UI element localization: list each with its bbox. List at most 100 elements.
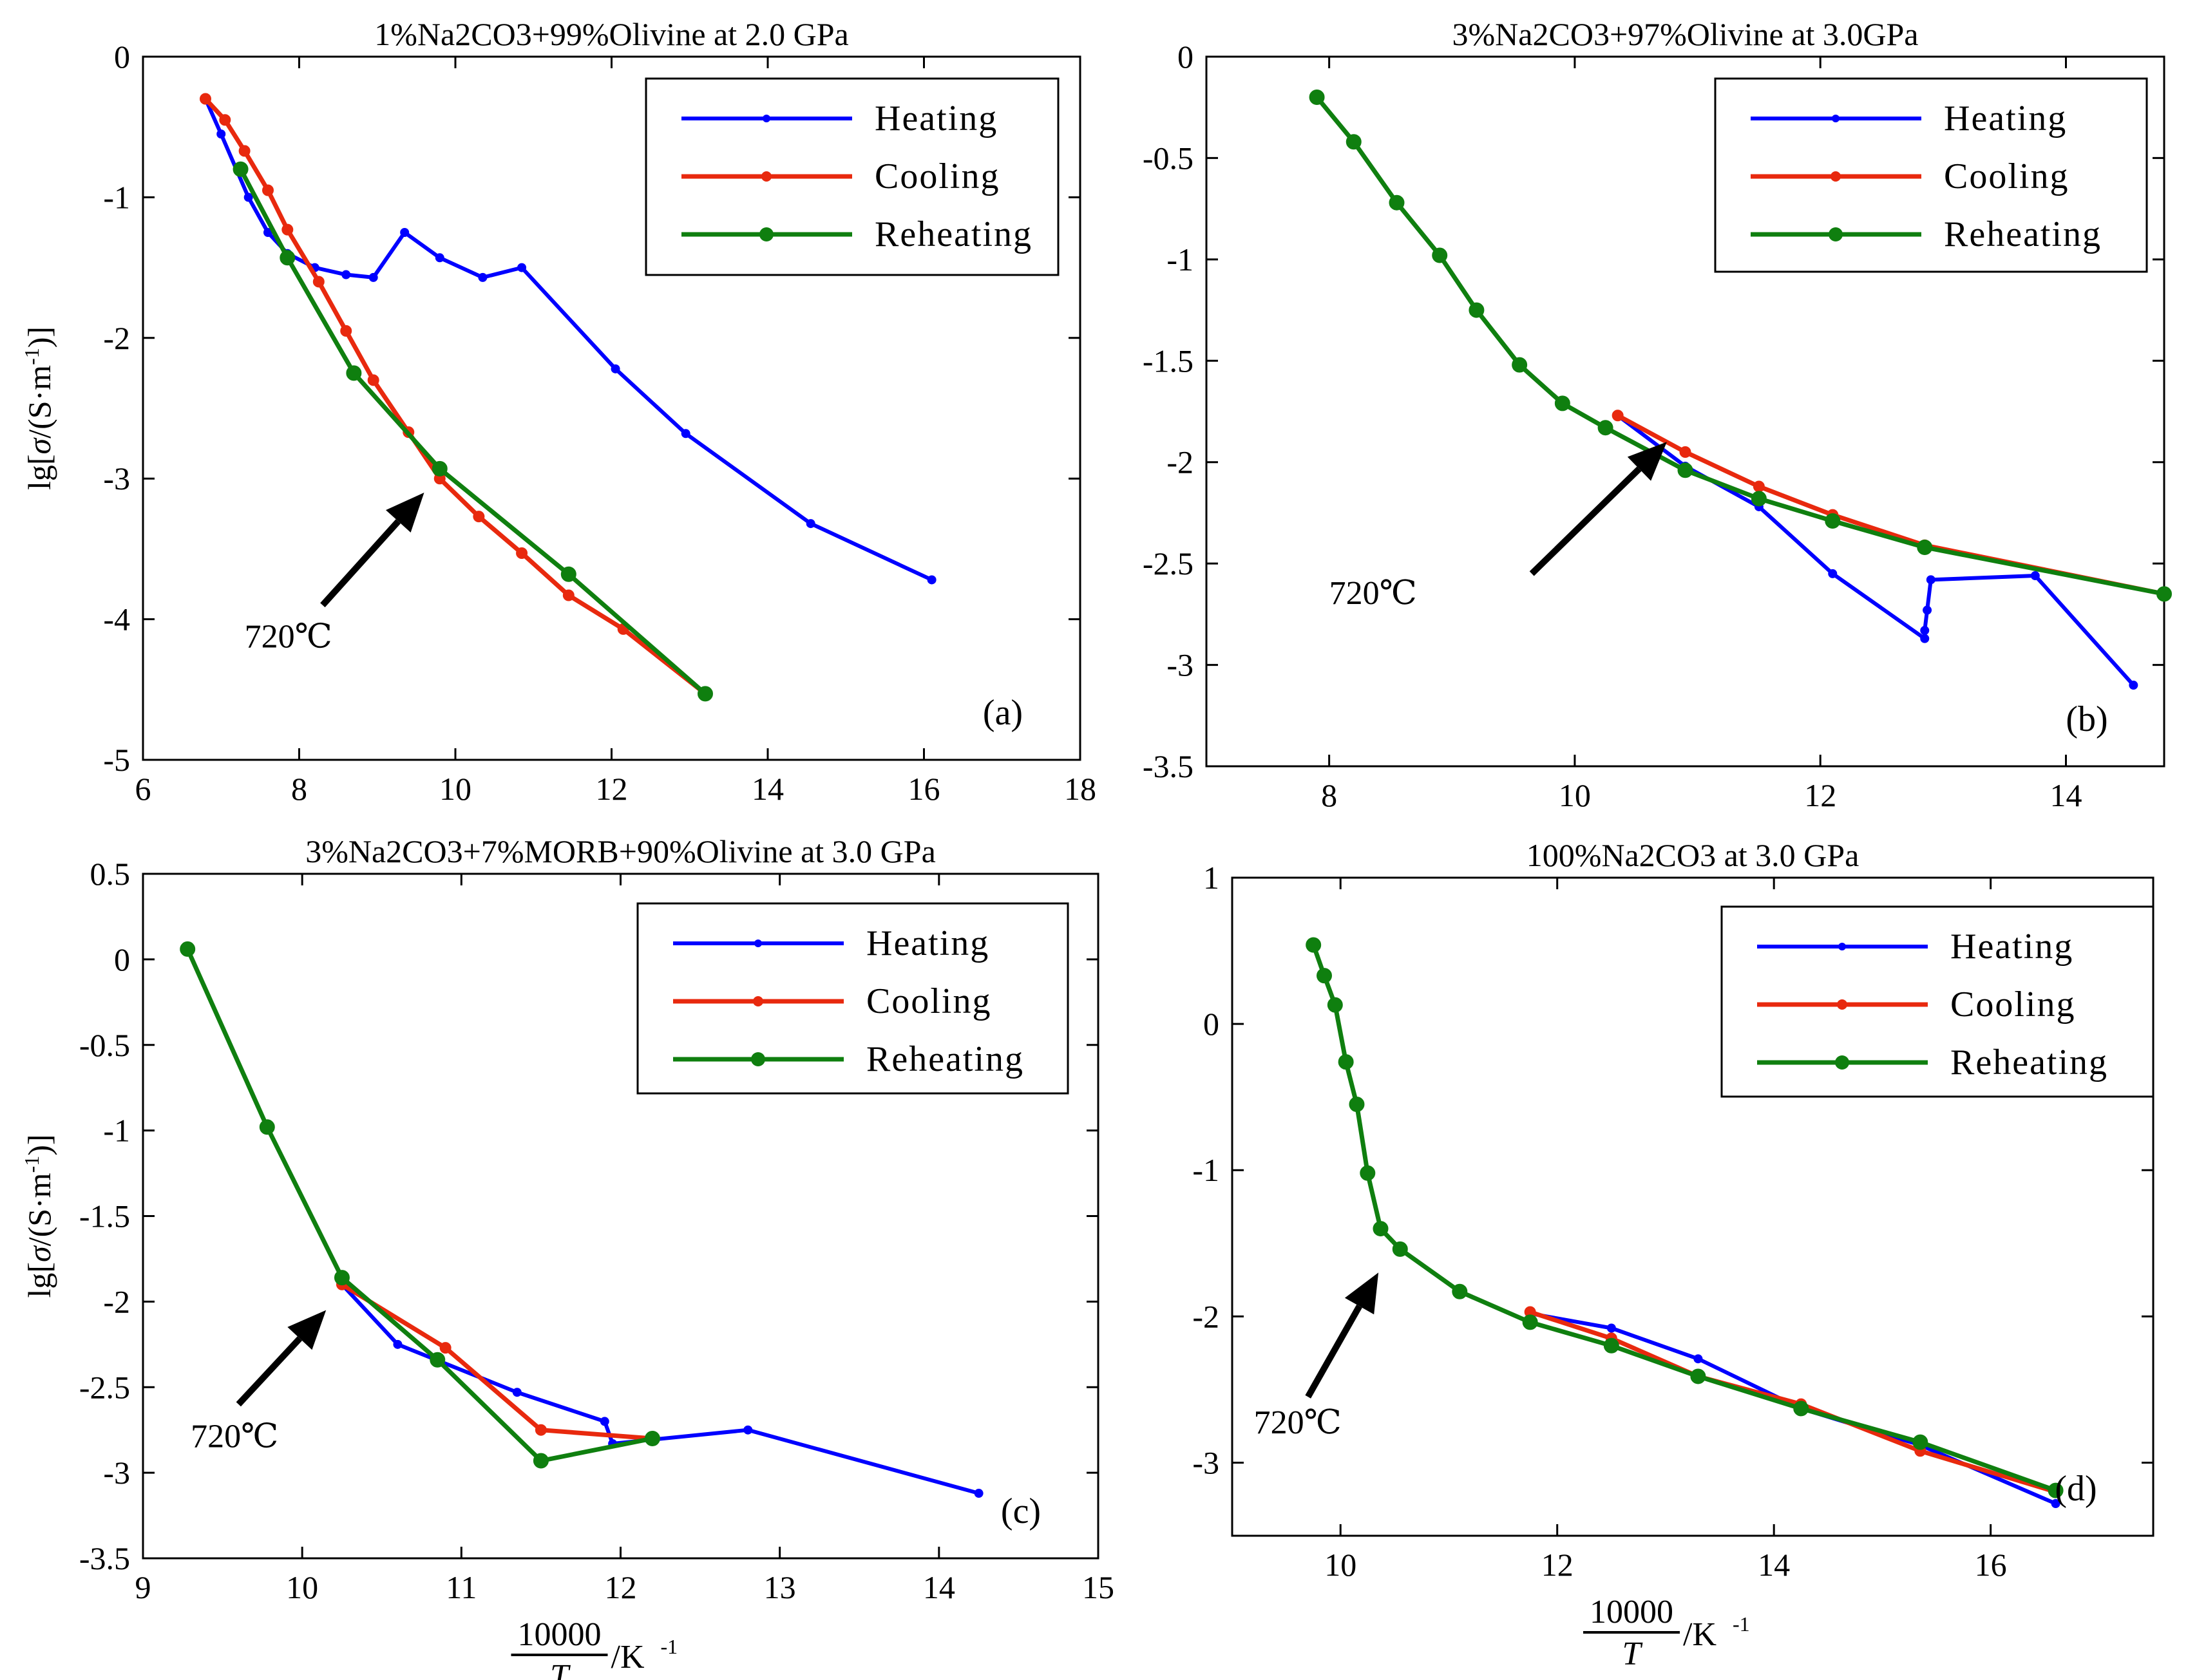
ylabel-sigma: σ	[21, 437, 57, 455]
data-point-reheating	[1452, 1283, 1468, 1299]
data-point-reheating	[560, 566, 576, 582]
legend-marker-reheating	[759, 227, 774, 241]
legend: Heating Cooling Reheating	[1720, 905, 2154, 1098]
legend-marker-reheating	[1835, 1055, 1849, 1070]
data-point-reheating	[1392, 1241, 1408, 1257]
x-tick-label: 14	[923, 1569, 955, 1605]
y-tick-label: -2.5	[79, 1369, 130, 1405]
x-axis-label: 10000 T/K -1	[1583, 1594, 1750, 1672]
series-line-cooling	[1616, 413, 2165, 596]
ylabel-exp: -1	[20, 1156, 43, 1173]
data-point-heating	[2129, 681, 2138, 690]
panel-label: (a)	[983, 693, 1023, 733]
x-tick-label: 12	[1804, 777, 1836, 813]
legend-box	[1720, 905, 2154, 1098]
data-point-heating	[341, 270, 351, 279]
data-point-cooling	[562, 589, 575, 601]
data-point-reheating	[280, 250, 296, 266]
annotation-arrow-head	[1344, 1272, 1379, 1315]
chart-panel-a: 6 8 10 12 14 16 18 -5 -4 -3 -2 -1 0 1%Na2CO3+99%Olivi…	[20, 16, 1096, 807]
plot-frame	[1205, 55, 2165, 768]
legend-label-heating: Heating	[875, 99, 998, 138]
data-point-heating	[478, 272, 488, 282]
data-point-reheating	[1825, 513, 1841, 529]
data-point-heating	[681, 429, 690, 439]
series-line-reheating	[238, 168, 707, 695]
xlabel-unit: /K	[611, 1639, 645, 1675]
y-tick-label: -1.5	[1143, 343, 1194, 379]
y-tick-label: -3	[103, 460, 130, 496]
data-point-reheating	[1327, 997, 1343, 1013]
y-tick-label: 0	[1177, 39, 1194, 75]
x-tick-label: 12	[596, 771, 628, 807]
legend-label-reheating: Reheating	[1944, 214, 2102, 254]
annotation-arrow-shaft	[236, 1336, 303, 1407]
data-point-cooling	[535, 1424, 547, 1436]
data-point-reheating	[1597, 420, 1613, 436]
data-point-reheating	[1554, 395, 1570, 411]
data-point-reheating	[2156, 586, 2172, 602]
y-tick-label: -1.5	[79, 1198, 130, 1234]
x-tick-label: 14	[1758, 1547, 1790, 1583]
xlabel-unit: /K	[1683, 1616, 1717, 1653]
data-point-cooling	[312, 276, 325, 288]
xlabel-numerator: 10000	[1590, 1594, 1673, 1630]
legend-marker-heating	[1832, 115, 1840, 122]
chart-title: 3%Na2CO3+7%MORB+90%Olivine at 3.0 GPa	[305, 833, 936, 869]
legend-label-cooling: Cooling	[866, 981, 991, 1021]
data-point-heating	[743, 1425, 753, 1435]
y-tick-label: -1	[1192, 1152, 1219, 1188]
x-tick-label: 10	[439, 771, 471, 807]
legend-marker-heating	[754, 939, 762, 947]
data-point-heating	[2051, 1499, 2060, 1509]
x-tick-label: 10	[1559, 777, 1591, 813]
chart-title: 1%Na2CO3+99%Olivine at 2.0 GPa	[374, 16, 848, 52]
y-tick-label: -0.5	[1143, 140, 1194, 176]
data-point-heating	[2030, 571, 2040, 581]
annotation-arrow-shaft	[1529, 466, 1642, 576]
data-point-heating	[216, 129, 226, 139]
y-tick-label: -3.5	[79, 1540, 130, 1576]
legend-marker-cooling	[1831, 171, 1841, 182]
legend: Heating Cooling Reheating	[636, 902, 1069, 1095]
data-point-heating	[600, 1417, 609, 1426]
data-point-heating	[243, 193, 253, 202]
x-tick-label: 6	[135, 771, 151, 807]
data-point-reheating	[334, 1270, 350, 1286]
series-line-heating	[340, 1283, 980, 1495]
data-point-heating	[974, 1489, 984, 1498]
data-point-reheating	[430, 1352, 446, 1368]
y-tick-label: -3.5	[1143, 748, 1194, 784]
data-point-heating	[1923, 605, 1932, 615]
data-point-reheating	[1349, 1097, 1365, 1113]
y-tick-label: 0	[1203, 1006, 1219, 1042]
data-point-reheating	[1917, 539, 1933, 555]
data-point-reheating	[1677, 462, 1693, 478]
data-point-heating	[517, 263, 527, 272]
y-tick-label: -2	[103, 320, 130, 356]
data-point-reheating	[644, 1430, 660, 1446]
y-tick-label: -3	[1166, 647, 1194, 683]
ylabel-mid: /(S·m	[21, 365, 57, 439]
data-point-reheating	[1309, 89, 1325, 105]
legend-label-heating: Heating	[1950, 927, 2073, 967]
xlabel-exp: -1	[1733, 1612, 1750, 1636]
data-point-cooling	[219, 114, 231, 126]
data-point-cooling	[340, 325, 352, 337]
legend-marker-reheating	[751, 1052, 765, 1066]
ylabel-exp: -1	[20, 348, 43, 365]
legend-label-reheating: Reheating	[1950, 1043, 2108, 1082]
data-point-reheating	[698, 686, 713, 702]
series-line-cooling	[341, 1282, 653, 1441]
x-tick-label: 8	[291, 771, 307, 807]
data-point-reheating	[432, 460, 448, 477]
legend-label-heating: Heating	[866, 923, 989, 963]
y-tick-label: -1	[103, 179, 130, 215]
data-point-heating	[393, 1339, 403, 1349]
ylabel-suffix: )]	[21, 326, 57, 348]
x-tick-label: 10	[1324, 1547, 1356, 1583]
xlabel-denominator: T	[550, 1658, 571, 1680]
x-tick-label: 14	[2050, 777, 2082, 813]
data-point-reheating	[180, 941, 196, 957]
